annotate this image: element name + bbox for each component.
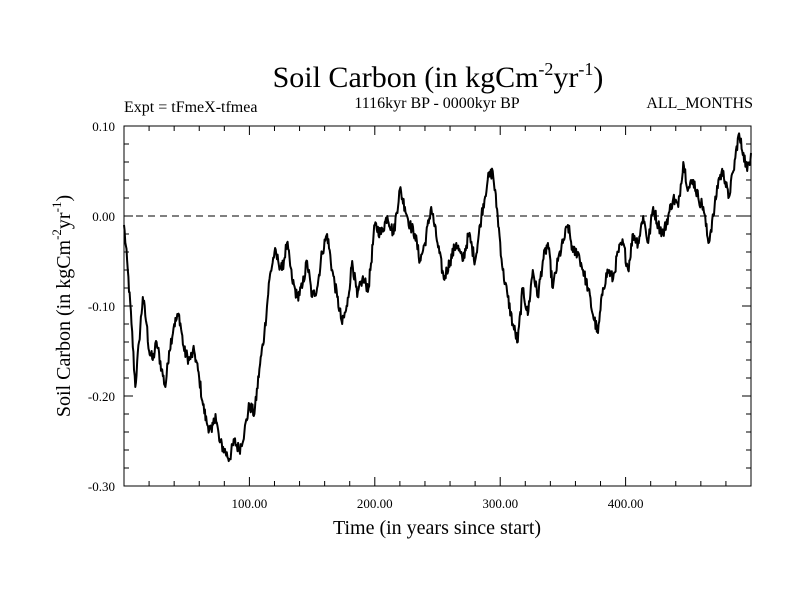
series-line-soil-carbon — [123, 132, 752, 463]
tick-labels: 100.00 200.00 300.00 400.00 0.10 0.00 -0.10 -0.… — [88, 119, 644, 511]
chart-title: Soil Carbon (in kgCm-2yr-1) — [273, 59, 604, 94]
y-tick-label: -0.10 — [88, 299, 115, 314]
y-axis-label: Soil Carbon (in kgCm-2yr-1) — [49, 195, 75, 417]
months-label: ALL_MONTHS — [646, 95, 753, 112]
x-tick-label: 100.00 — [232, 496, 268, 511]
x-tick-label: 300.00 — [482, 496, 518, 511]
y-tick-label: -0.20 — [88, 389, 115, 404]
y-tick-label: -0.30 — [88, 479, 115, 494]
y-tick-label: 0.00 — [92, 209, 115, 224]
y-tick-label: 0.10 — [92, 119, 115, 134]
x-tick-label: 400.00 — [608, 496, 644, 511]
period-label: 1116kyr BP - 0000kyr BP — [354, 95, 519, 112]
expt-label: Expt = tFmeX-tfmea — [124, 99, 257, 116]
x-axis-label: Time (in years since start) — [333, 517, 541, 539]
x-tick-label: 200.00 — [357, 496, 393, 511]
